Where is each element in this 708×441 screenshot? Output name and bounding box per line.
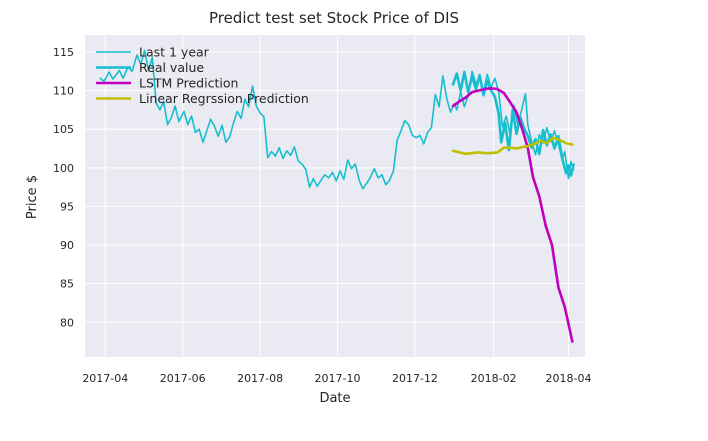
- x-axis-ticks: 2017-04 2017-06 2017-08 2017-10 2017-12 2018-…: [82, 372, 591, 385]
- legend-label: Real value: [139, 60, 204, 75]
- series-lines: [99, 49, 575, 343]
- legend-label: LSTM Prediction: [139, 76, 238, 91]
- series-line-lstm-prediction: [451, 87, 574, 343]
- series-line-last-1-year: [99, 49, 575, 190]
- y-tick-label: 110: [53, 85, 74, 98]
- x-tick-label: 2018-02: [471, 372, 517, 385]
- x-tick-label: 2017-10: [315, 372, 361, 385]
- x-tick-label: 2017-12: [392, 372, 438, 385]
- x-tick-label: 2017-06: [160, 372, 206, 385]
- grid-lines: [85, 35, 585, 357]
- y-tick-label: 115: [53, 46, 74, 59]
- y-axis-ticks: 80 85 90 95 100 105 110 115: [53, 46, 74, 329]
- plot-area: [85, 35, 585, 357]
- legend-label: Last 1 year: [139, 45, 210, 60]
- chart-title: Predict test set Stock Price of DIS: [209, 9, 459, 27]
- y-tick-label: 105: [53, 123, 74, 136]
- x-tick-label: 2017-04: [82, 372, 128, 385]
- x-axis-label: Date: [319, 391, 350, 406]
- y-tick-label: 85: [60, 278, 74, 291]
- x-tick-label: 2017-08: [237, 372, 283, 385]
- y-tick-label: 100: [53, 162, 74, 175]
- y-tick-label: 95: [60, 200, 74, 213]
- y-tick-label: 90: [60, 239, 74, 252]
- y-tick-label: 80: [60, 316, 74, 329]
- x-tick-label: 2018-04: [546, 372, 592, 385]
- y-axis-label: Price $: [25, 175, 40, 219]
- legend-label: Linear Regrssion Prediction: [139, 91, 309, 106]
- series-line-real-value: [451, 70, 575, 177]
- series-line-linear-regrssion-prediction: [451, 136, 574, 156]
